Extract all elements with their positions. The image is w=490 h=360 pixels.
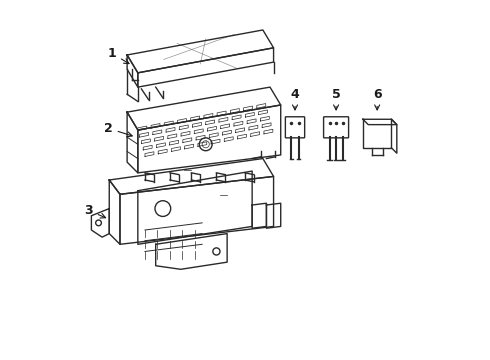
Text: 2: 2	[104, 122, 132, 137]
Text: 4: 4	[291, 88, 299, 110]
FancyBboxPatch shape	[323, 117, 348, 138]
Text: 5: 5	[332, 88, 341, 110]
Text: 1: 1	[107, 47, 129, 64]
FancyBboxPatch shape	[285, 117, 305, 138]
Text: 3: 3	[84, 204, 105, 218]
Text: 6: 6	[373, 88, 382, 110]
